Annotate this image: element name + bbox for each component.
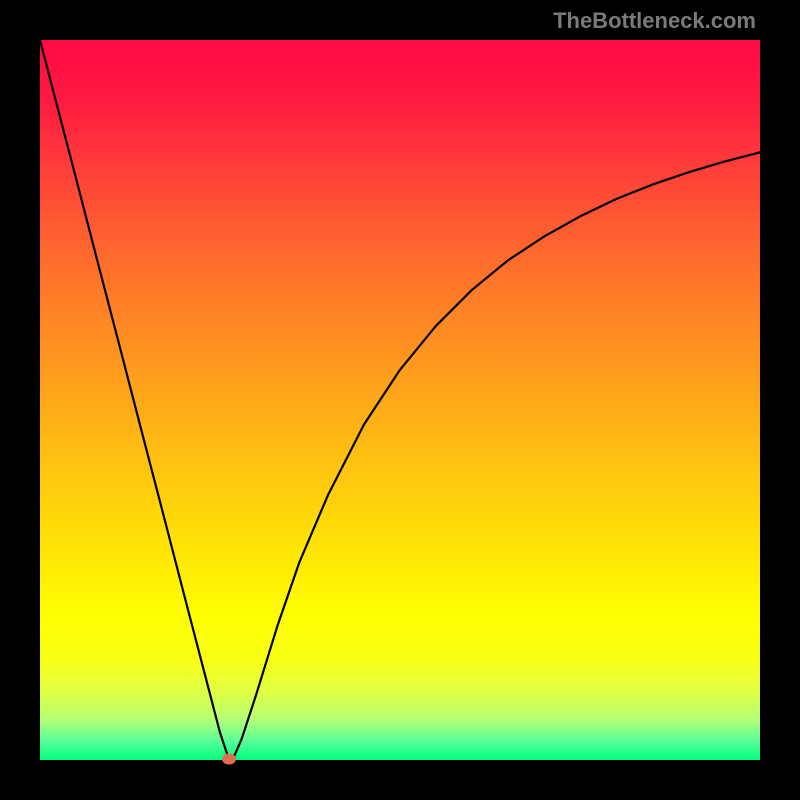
chart-frame: TheBottleneck.com	[0, 0, 800, 800]
minimum-marker	[222, 753, 236, 764]
watermark-text: TheBottleneck.com	[553, 8, 756, 34]
curve	[40, 40, 760, 760]
plot-area	[40, 40, 760, 760]
